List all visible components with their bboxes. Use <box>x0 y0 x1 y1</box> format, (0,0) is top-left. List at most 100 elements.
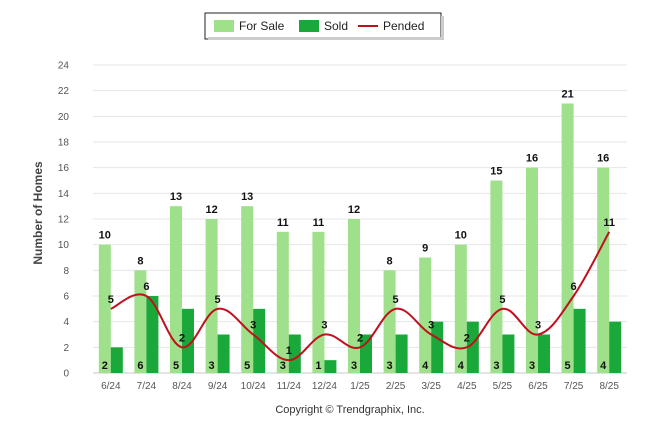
for-sale-data-label: 12 <box>348 204 360 216</box>
x-tick-label: 8/25 <box>599 381 619 392</box>
y-tick-label: 4 <box>63 317 69 328</box>
x-tick-label: 6/24 <box>101 381 121 392</box>
pended-data-label: 2 <box>464 332 470 344</box>
for-sale-bar <box>561 103 574 373</box>
for-sale-bar <box>170 206 182 373</box>
sold-data-label: 6 <box>137 360 143 372</box>
y-tick-label: 22 <box>58 86 70 97</box>
legend-swatch-for-sale <box>214 20 234 32</box>
sold-data-label: 3 <box>280 360 286 372</box>
for-sale-data-label: 8 <box>137 255 143 267</box>
for-sale-bar <box>490 180 503 373</box>
y-axis-label: Number of Homes <box>31 161 45 265</box>
sold-bar <box>395 334 408 373</box>
sold-bar <box>217 334 230 373</box>
pended-data-label: 3 <box>428 320 434 332</box>
x-tick-label: 1/25 <box>350 381 370 392</box>
for-sale-bar <box>276 231 289 373</box>
sold-bar <box>182 308 194 373</box>
pended-data-label: 5 <box>499 294 505 306</box>
sold-data-label: 5 <box>244 360 250 372</box>
sold-data-label: 2 <box>102 360 108 372</box>
sold-bar <box>324 360 337 373</box>
y-tick-label: 2 <box>63 343 69 354</box>
x-tick-label: 12/24 <box>312 381 337 392</box>
for-sale-data-label: 13 <box>241 191 253 203</box>
pended-data-label: 3 <box>321 320 327 332</box>
y-tick-label: 14 <box>58 189 70 200</box>
sold-data-label: 5 <box>565 360 571 372</box>
for-sale-bar <box>419 257 432 373</box>
for-sale-data-label: 13 <box>170 191 182 203</box>
x-tick-label: 3/25 <box>421 381 441 392</box>
y-tick-label: 18 <box>58 138 70 149</box>
x-tick-label: 10/24 <box>241 381 266 392</box>
for-sale-data-label: 9 <box>422 243 428 255</box>
sold-data-label: 3 <box>387 360 393 372</box>
for-sale-bar <box>134 270 147 373</box>
pended-data-label: 5 <box>108 294 114 306</box>
pended-data-label: 6 <box>143 281 149 293</box>
x-tick-label: 11/24 <box>277 381 302 392</box>
for-sale-data-label: 15 <box>490 166 502 178</box>
pended-data-label: 11 <box>603 217 615 229</box>
sold-bar <box>502 334 515 373</box>
sold-bar <box>288 334 301 373</box>
for-sale-data-label: 16 <box>526 153 538 165</box>
for-sale-bar <box>597 167 610 373</box>
pended-data-label: 1 <box>286 345 292 357</box>
sold-data-label: 3 <box>529 360 535 372</box>
x-tick-label: 9/24 <box>208 381 228 392</box>
for-sale-bar <box>348 219 360 373</box>
copyright-footer: Copyright © Trendgraphix, Inc. <box>275 404 424 416</box>
y-tick-label: 12 <box>58 215 70 226</box>
sold-data-label: 4 <box>422 360 429 372</box>
legend: For Sale Sold Pended <box>204 12 444 40</box>
legend-shadow <box>208 37 444 40</box>
x-tick-label: 6/25 <box>528 381 548 392</box>
for-sale-data-label: 11 <box>277 217 289 229</box>
sold-bar <box>609 321 622 373</box>
for-sale-data-label: 11 <box>313 217 325 229</box>
pended-data-label: 5 <box>393 294 399 306</box>
x-tick-label: 7/24 <box>137 381 157 392</box>
y-tick-label: 10 <box>58 240 70 251</box>
y-tick-label: 20 <box>58 112 70 123</box>
sold-bar <box>466 321 479 373</box>
sold-bar <box>360 334 372 373</box>
y-tick-label: 16 <box>58 163 70 174</box>
for-sale-data-label: 8 <box>387 255 393 267</box>
sold-bar <box>110 347 123 373</box>
legend-label: Sold <box>324 19 348 33</box>
for-sale-bar <box>205 219 218 373</box>
pended-line-path <box>110 231 611 362</box>
sold-bar <box>538 334 550 373</box>
sold-data-label: 4 <box>600 360 607 372</box>
for-sale-data-label: 21 <box>561 89 573 101</box>
for-sale-data-label: 12 <box>205 204 217 216</box>
sold-data-label: 4 <box>458 360 465 372</box>
for-sale-bar <box>312 231 325 373</box>
for-sale-bar <box>526 167 538 373</box>
sold-data-label: 3 <box>493 360 499 372</box>
pended-data-label: 2 <box>179 332 185 344</box>
pended-data-label: 3 <box>535 320 541 332</box>
legend-box <box>204 12 442 40</box>
sold-bar <box>146 296 159 373</box>
pended-data-label: 2 <box>357 332 363 344</box>
sold-data-label: 1 <box>315 360 321 372</box>
x-tick-label: 8/24 <box>172 381 192 392</box>
for-sale-bar <box>383 270 396 373</box>
for-sale-data-label: 10 <box>99 230 111 242</box>
pended-data-label: 3 <box>250 320 256 332</box>
x-tick-label: 5/25 <box>493 381 513 392</box>
legend-swatch-sold <box>299 20 319 32</box>
legend-label: For Sale <box>239 19 285 33</box>
for-sale-data-label: 16 <box>597 153 609 165</box>
for-sale-bar <box>454 244 467 373</box>
y-tick-label: 8 <box>63 266 69 277</box>
legend-shadow-side <box>441 16 444 40</box>
pended-data-label: 5 <box>215 294 221 306</box>
